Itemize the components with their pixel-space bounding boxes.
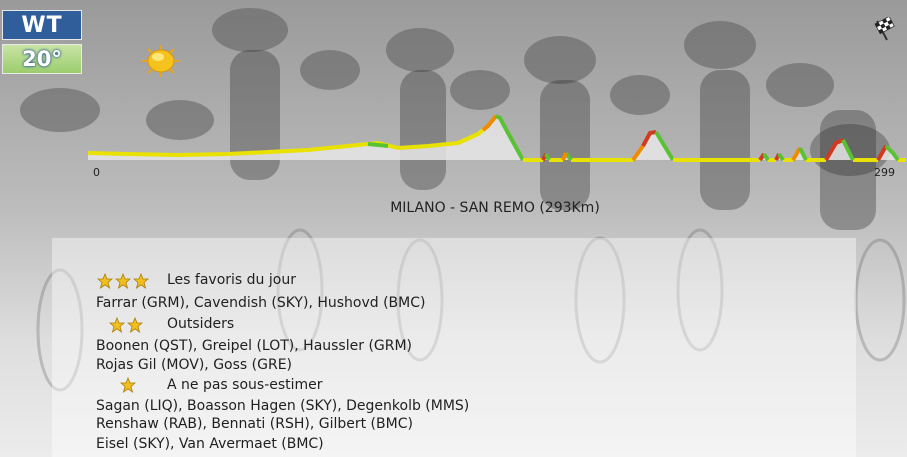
star-icon: [109, 317, 125, 333]
rating-1-star: [120, 377, 136, 393]
elevation-line: [88, 114, 498, 158]
elevation-area: [88, 116, 906, 160]
temperature-badge: 20°: [2, 44, 82, 74]
rider-list: Renshaw (RAB), Bennati (RSH), Gilbert (B…: [96, 416, 413, 432]
rider-list: Rojas Gil (MOV), Goss (GRE): [96, 357, 293, 373]
stage-elevation-profile: [88, 114, 906, 162]
profile-end-km: 299: [874, 166, 895, 179]
race-title: MILANO - SAN REMO (293Km): [390, 200, 600, 216]
favorites-panel: [52, 238, 856, 457]
rider-list: Sagan (LIQ), Boasson Hagen (SKY), Degenk…: [96, 398, 470, 414]
sun-icon: [142, 45, 180, 77]
profile-start-km: 0: [93, 166, 100, 179]
rider-list: Farrar (GRM), Cavendish (SKY), Hushovd (…: [96, 295, 426, 311]
rating-2-stars: [109, 317, 143, 333]
outsiders-heading: Outsiders: [167, 316, 235, 332]
rider-list: Eisel (SKY), Van Avermaet (BMC): [96, 436, 324, 452]
star-icon: [115, 273, 131, 289]
favorites-heading: Les favoris du jour: [167, 272, 296, 288]
race-category-badge: WT: [2, 10, 82, 40]
rider-list: Boonen (QST), Greipel (LOT), Haussler (G…: [96, 338, 413, 354]
checkered-flag-icon: [874, 17, 895, 41]
underestimate-heading: A ne pas sous-estimer: [167, 377, 323, 393]
rating-3-stars: [97, 273, 149, 289]
star-icon: [97, 273, 113, 289]
star-icon: [127, 317, 143, 333]
star-icon: [120, 377, 136, 393]
star-icon: [133, 273, 149, 289]
